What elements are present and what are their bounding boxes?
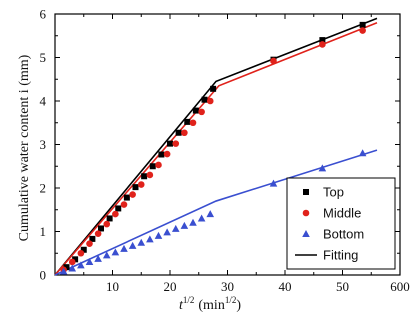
data-point-middle [198, 108, 205, 116]
x-tick-label: 10 [106, 279, 119, 294]
data-point-bottom [318, 164, 327, 172]
data-point-middle [112, 210, 119, 218]
y-tick-label: 3 [40, 137, 47, 152]
data-point-top [149, 163, 156, 170]
y-tick-label: 5 [40, 50, 47, 65]
data-point-top [319, 37, 326, 44]
x-tick-label: 30 [221, 279, 234, 294]
data-point-middle [172, 140, 180, 147]
y-tick-label: 0 [40, 268, 47, 283]
data-point-top [184, 118, 191, 125]
data-point-top [72, 256, 79, 263]
data-point-top [201, 96, 208, 103]
data-point-top [210, 85, 217, 92]
y-tick-label: 2 [40, 181, 47, 196]
x-axis-unit: (min [198, 298, 224, 313]
data-point-middle [155, 161, 162, 169]
data-point-bottom [102, 251, 111, 259]
data-point-middle [206, 97, 214, 105]
legend-top-marker [303, 189, 309, 195]
data-point-top [359, 21, 366, 28]
data-point-top [175, 129, 182, 136]
data-point-middle [137, 181, 145, 188]
data-point-top [158, 151, 165, 158]
data-point-middle [359, 27, 366, 34]
legend-label-middle: Middle [323, 206, 361, 221]
axis-ticks [55, 13, 401, 276]
data-point-bottom [163, 228, 171, 236]
x-axis-unit-exponent: 1/2 [225, 295, 237, 305]
legend-label-bottom: Bottom [323, 227, 364, 242]
tick-labels: 10 20 30 40 50 600 0 1 2 3 4 5 6 [40, 7, 410, 295]
data-point-top [123, 194, 130, 201]
data-point-bottom [269, 179, 278, 187]
data-point-middle [163, 150, 171, 158]
data-point-top [80, 246, 87, 253]
data-point-bottom [77, 261, 85, 269]
y-tick-label: 6 [40, 7, 47, 22]
data-point-bottom [358, 149, 367, 157]
data-point-bottom [154, 231, 163, 239]
data-point-middle [189, 119, 197, 127]
x-tick-label: 50 [336, 279, 349, 294]
data-point-top [132, 184, 139, 191]
y-tick-label: 1 [40, 224, 47, 239]
data-point-bottom [59, 267, 68, 275]
data-point-bottom [128, 241, 137, 249]
x-axis-variable-exponent: 1/2 [183, 295, 195, 305]
data-point-bottom [171, 224, 180, 232]
data-point-bottom [137, 238, 146, 246]
data-point-top [141, 173, 148, 180]
data-point-bottom [85, 257, 94, 265]
x-axis-unit-close: ) [236, 298, 241, 313]
data-point-middle [103, 220, 111, 228]
data-point-top [98, 225, 104, 232]
data-point-top [115, 205, 122, 212]
legend: Top Middle Bottom Fitting [286, 177, 396, 270]
data-point-bottom [197, 214, 206, 222]
x-tick-label: 40 [279, 279, 292, 294]
x-tick-label: 20 [164, 279, 177, 294]
data-point-middle [129, 191, 136, 198]
data-point-bottom [146, 235, 154, 243]
legend-label-top: Top [323, 185, 344, 200]
legend-label-fitting: Fitting [323, 248, 358, 263]
data-point-bottom [94, 254, 102, 262]
data-point-middle [86, 240, 93, 247]
data-point-middle [120, 201, 128, 208]
data-point-middle [270, 57, 277, 65]
data-point-bottom [206, 210, 215, 218]
data-point-top [167, 140, 173, 147]
data-point-middle [77, 249, 85, 257]
data-point-bottom [189, 218, 197, 226]
data-point-bottom [111, 248, 120, 256]
x-axis-title: t1/2 (min1/2) [179, 295, 241, 313]
data-point-top [63, 264, 70, 271]
data-point-bottom [68, 264, 77, 272]
y-axis-title: Cumulative water content i (mm) [17, 54, 32, 241]
data-point-middle [68, 258, 76, 266]
data-point-top [89, 235, 96, 242]
data-points [59, 21, 367, 275]
data-point-middle [181, 129, 188, 137]
x-tick-label: 600 [390, 279, 410, 294]
data-point-top [192, 107, 199, 114]
data-point-middle [146, 171, 154, 179]
y-tick-label: 4 [40, 94, 47, 109]
legend-bottom-marker [302, 230, 310, 237]
data-point-bottom [120, 244, 128, 252]
data-point-bottom [180, 221, 189, 229]
x-axis-variable: t [179, 298, 184, 313]
data-point-middle [319, 41, 326, 48]
legend-middle-marker [302, 209, 310, 217]
data-point-middle [94, 230, 102, 237]
data-point-top [106, 215, 113, 222]
